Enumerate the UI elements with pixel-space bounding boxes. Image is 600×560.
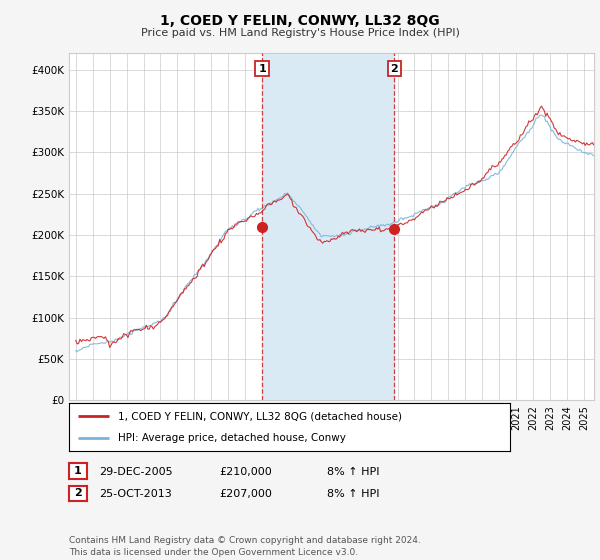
Text: 1: 1 xyxy=(74,466,82,476)
Text: 8% ↑ HPI: 8% ↑ HPI xyxy=(327,489,380,499)
Text: Contains HM Land Registry data © Crown copyright and database right 2024.
This d: Contains HM Land Registry data © Crown c… xyxy=(69,536,421,557)
Text: 25-OCT-2013: 25-OCT-2013 xyxy=(99,489,172,499)
Text: £210,000: £210,000 xyxy=(219,466,272,477)
Text: 8% ↑ HPI: 8% ↑ HPI xyxy=(327,466,380,477)
Text: £207,000: £207,000 xyxy=(219,489,272,499)
Text: 1, COED Y FELIN, CONWY, LL32 8QG: 1, COED Y FELIN, CONWY, LL32 8QG xyxy=(160,14,440,28)
Text: 1, COED Y FELIN, CONWY, LL32 8QG (detached house): 1, COED Y FELIN, CONWY, LL32 8QG (detach… xyxy=(118,411,401,421)
Text: 1: 1 xyxy=(258,64,266,73)
Text: Price paid vs. HM Land Registry's House Price Index (HPI): Price paid vs. HM Land Registry's House … xyxy=(140,28,460,38)
Text: 29-DEC-2005: 29-DEC-2005 xyxy=(99,466,173,477)
Text: 2: 2 xyxy=(74,488,82,498)
Text: HPI: Average price, detached house, Conwy: HPI: Average price, detached house, Conw… xyxy=(118,433,346,443)
Text: 2: 2 xyxy=(391,64,398,73)
Bar xyxy=(262,53,394,400)
